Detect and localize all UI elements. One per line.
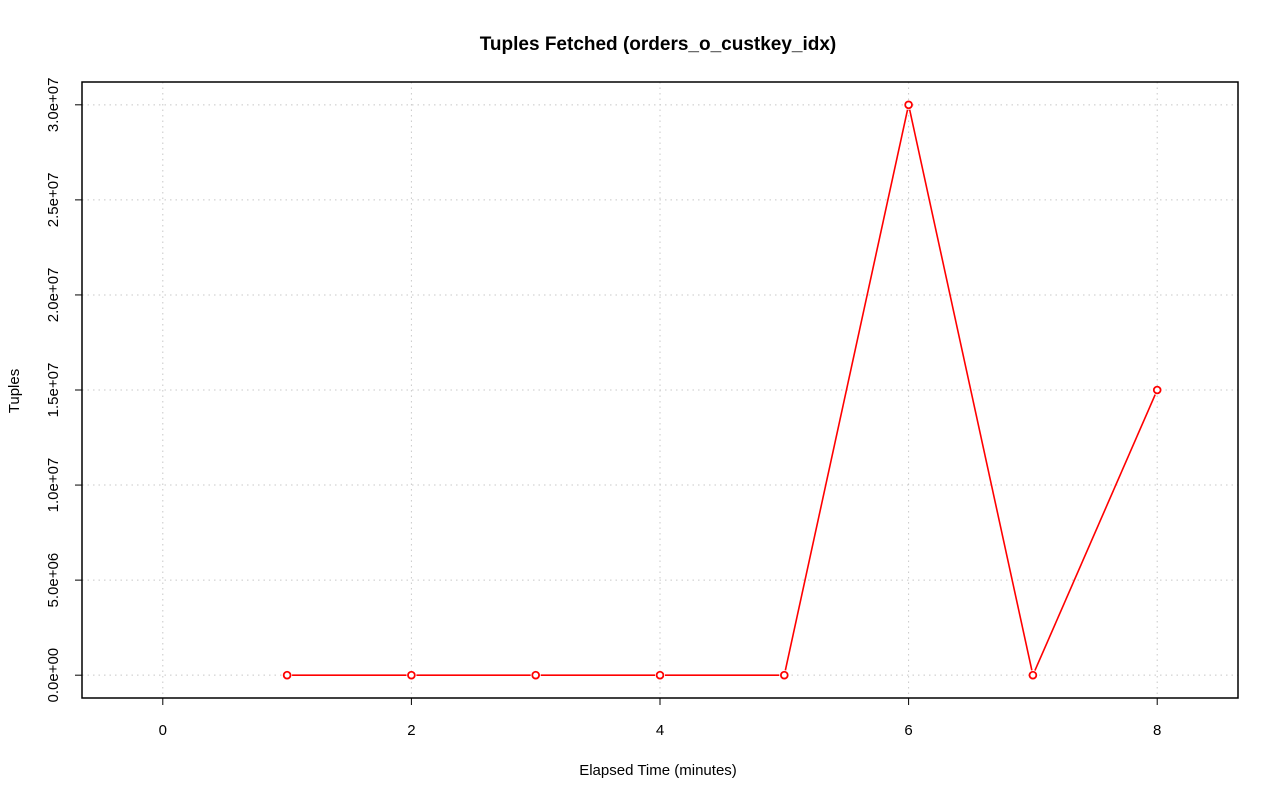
y-axis: 0.0e+00 5.0e+06 1.0e+07 1.5e+07 2.0e+07 2.5e+… bbox=[45, 77, 82, 703]
y-tick-label: 1.5e+07 bbox=[45, 363, 62, 418]
chart-title: Tuples Fetched (orders_o_custkey_idx) bbox=[480, 34, 837, 55]
data-point bbox=[655, 670, 665, 680]
x-tick-label: 6 bbox=[904, 722, 912, 739]
y-tick-label: 1.0e+07 bbox=[45, 458, 62, 513]
data-point bbox=[1152, 385, 1162, 395]
series-line-segment bbox=[1034, 394, 1156, 671]
data-point bbox=[1028, 670, 1038, 680]
data-point bbox=[407, 670, 416, 680]
series-line-segment bbox=[784, 109, 909, 671]
y-tick-label: 2.0e+07 bbox=[45, 268, 62, 323]
x-tick-label: 0 bbox=[159, 722, 167, 739]
y-tick-label: 3.0e+07 bbox=[45, 77, 62, 132]
x-tick-label: 2 bbox=[407, 722, 415, 739]
y-axis-label: Tuples bbox=[6, 369, 23, 413]
data-point bbox=[904, 100, 913, 110]
x-tick-label: 4 bbox=[656, 722, 664, 739]
grid-lines bbox=[82, 82, 1238, 698]
x-tick-label: 8 bbox=[1153, 722, 1161, 739]
data-point bbox=[282, 670, 292, 680]
series-line-segment bbox=[908, 109, 1033, 671]
data-point bbox=[531, 670, 540, 680]
x-axis-label: Elapsed Time (minutes) bbox=[579, 762, 737, 779]
y-tick-label: 2.5e+07 bbox=[45, 173, 62, 228]
data-point bbox=[780, 670, 789, 680]
y-tick-label: 5.0e+06 bbox=[45, 553, 62, 608]
data-series bbox=[282, 100, 1162, 680]
x-axis: 0 2 4 6 8 bbox=[159, 698, 1161, 739]
y-tick-label: 0.0e+00 bbox=[45, 648, 62, 703]
